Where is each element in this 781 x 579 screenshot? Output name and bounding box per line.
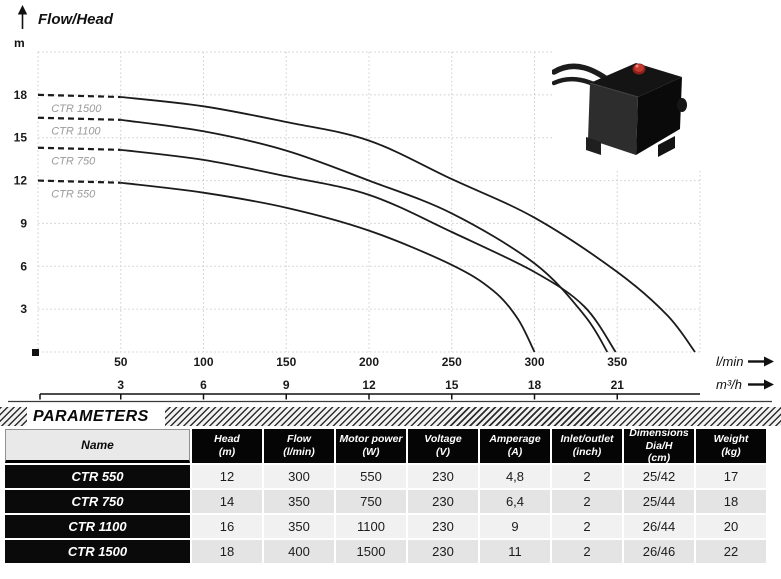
x-tick-lmin: 100 <box>193 355 213 369</box>
pump-body-side <box>636 77 682 155</box>
x-tick-m3h: 3 <box>117 378 124 392</box>
curve-ctr-750 <box>120 148 617 353</box>
y-tick-label: 6 <box>20 259 27 273</box>
x-tick-m3h: 6 <box>200 378 207 392</box>
parameters-table: Name Head (m) Flow (l/min) Motor power (W) Volt… <box>5 427 766 563</box>
y-axis-unit-label: m <box>14 36 25 50</box>
table-cell: 750 <box>336 490 406 513</box>
table-cell: 350 <box>264 515 334 538</box>
table-cell: 26/44 <box>624 515 694 538</box>
y-tick-label: 12 <box>14 174 28 188</box>
pump-body-top <box>590 63 682 97</box>
table-cell: 300 <box>264 465 334 488</box>
x-tick-lmin: 250 <box>442 355 462 369</box>
x-tick-lmin: 200 <box>359 355 379 369</box>
table-cell: 550 <box>336 465 406 488</box>
x-tick-lmin: 50 <box>114 355 128 369</box>
x-unit-m3h-label: m³/h <box>716 377 742 392</box>
curve-dash-ctr-1500 <box>37 93 121 99</box>
table-cell: 12 <box>192 465 262 488</box>
table-cell: 230 <box>408 515 478 538</box>
pump-outlet-port <box>677 98 687 112</box>
parameters-section-title: PARAMETERS <box>27 405 165 428</box>
column-header-amperage: Amperage (A) <box>480 429 550 463</box>
y-tick-label: 9 <box>20 216 27 230</box>
chart-title: Flow/Head <box>38 11 114 28</box>
column-header-name: Name <box>5 429 190 463</box>
curve-label-ctr-1500: CTR 1500 <box>51 103 102 115</box>
table-cell: 2 <box>552 465 622 488</box>
x-tick-m3h: 21 <box>611 378 625 392</box>
y-tick-label: 3 <box>20 302 27 316</box>
row-name-ctr-1500: CTR 1500 <box>5 540 190 563</box>
right-arrow-icon <box>764 379 774 390</box>
table-cell: 2 <box>552 515 622 538</box>
x-tick-m3h: 15 <box>445 378 459 392</box>
table-cell: 25/44 <box>624 490 694 513</box>
parameters-section-bar: PARAMETERS <box>0 405 781 428</box>
column-header-motor-power: Motor power (W) <box>336 429 406 463</box>
table-cell: 230 <box>408 465 478 488</box>
table-cell: 9 <box>480 515 550 538</box>
table-cell: 230 <box>408 490 478 513</box>
curve-ctr-550 <box>120 181 536 353</box>
table-cell: 2 <box>552 490 622 513</box>
x-tick-m3h: 12 <box>362 378 376 392</box>
curve-label-ctr-1100: CTR 1100 <box>51 126 101 138</box>
table-cell: 6,4 <box>480 490 550 513</box>
column-header-head: Head (m) <box>192 429 262 463</box>
curve-ctr-1500 <box>120 96 696 353</box>
table-cell: 20 <box>696 515 766 538</box>
x-tick-lmin: 300 <box>524 355 544 369</box>
table-cell: 26/46 <box>624 540 694 563</box>
y-axis-up-arrow-icon <box>15 4 30 36</box>
curve-dash-ctr-550 <box>37 179 121 184</box>
table-cell: 16 <box>192 515 262 538</box>
x-tick-m3h: 18 <box>528 378 542 392</box>
table-cell: 18 <box>696 490 766 513</box>
column-header-voltage: Voltage (V) <box>408 429 478 463</box>
table-cell: 25/42 <box>624 465 694 488</box>
table-cell: 4,8 <box>480 465 550 488</box>
table-cell: 350 <box>264 490 334 513</box>
column-header-dimensions: Dimensions Dia/H (cm) <box>624 427 694 464</box>
flow-head-chart: 3 6 9 12 15 18 50 3 100 6 150 9 200 12 250 15 300 18 350 21… <box>8 51 774 403</box>
table-cell: 14 <box>192 490 262 513</box>
curve-ctr-1100 <box>120 118 609 353</box>
table-cell: 22 <box>696 540 766 563</box>
table-cell: 1500 <box>336 540 406 563</box>
right-arrow-icon <box>764 356 774 367</box>
y-tick-label: 18 <box>14 88 28 102</box>
x-tick-lmin: 350 <box>607 355 627 369</box>
x-tick-m3h: 9 <box>283 378 290 392</box>
row-name-ctr-1100: CTR 1100 <box>5 515 190 538</box>
curve-label-ctr-750: CTR 750 <box>51 156 96 168</box>
y-tick-label: 15 <box>14 131 28 145</box>
table-cell: 400 <box>264 540 334 563</box>
curve-dash-ctr-750 <box>37 146 121 151</box>
table-cell: 18 <box>192 540 262 563</box>
table-cell: 17 <box>696 465 766 488</box>
row-name-ctr-750: CTR 750 <box>5 490 190 513</box>
pump-product-photo <box>551 42 708 170</box>
column-header-weight: Weight (kg) <box>696 429 766 463</box>
table-cell: 11 <box>480 540 550 563</box>
pump-foot <box>658 136 675 157</box>
pump-foot <box>586 137 601 155</box>
x-unit-lmin-label: l/min <box>716 354 743 369</box>
row-name-ctr-550: CTR 550 <box>5 465 190 488</box>
table-cell: 230 <box>408 540 478 563</box>
pump-body-front <box>588 83 638 155</box>
curve-dash-ctr-1100 <box>37 116 121 121</box>
curve-label-ctr-550: CTR 550 <box>51 189 96 201</box>
x-tick-lmin: 150 <box>276 355 296 369</box>
origin-marker <box>32 349 39 356</box>
table-cell: 1100 <box>336 515 406 538</box>
column-header-flow: Flow (l/min) <box>264 429 334 463</box>
column-header-inlet-outlet: Inlet/outlet (inch) <box>552 429 622 463</box>
table-cell: 2 <box>552 540 622 563</box>
